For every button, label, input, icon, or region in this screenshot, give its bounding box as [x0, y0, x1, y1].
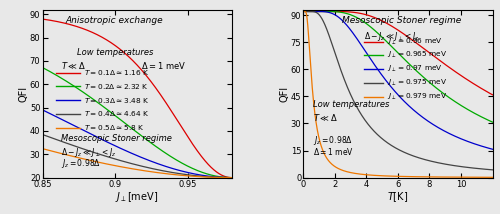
Text: $J_{\perp} = 0.96$ meV: $J_{\perp} = 0.96$ meV	[386, 36, 442, 47]
Text: $T \ll \Delta$: $T \ll \Delta$	[62, 60, 86, 71]
Text: $T \ll \Delta$: $T \ll \Delta$	[313, 112, 338, 123]
Text: Low temperatures: Low temperatures	[76, 48, 153, 57]
Text: $J_{\perp} = 0.965$ meV: $J_{\perp} = 0.965$ meV	[386, 50, 447, 60]
Text: $\Delta = 1$ meV: $\Delta = 1$ meV	[313, 146, 354, 157]
Text: Mesoscopic Stoner regime: Mesoscopic Stoner regime	[62, 134, 172, 143]
Y-axis label: QFI: QFI	[280, 86, 289, 102]
Text: $J_{\perp} = 0.975$ meV: $J_{\perp} = 0.975$ meV	[386, 78, 447, 88]
Text: Mesoscopic Stoner regime: Mesoscopic Stoner regime	[342, 16, 462, 25]
Y-axis label: QFI: QFI	[18, 86, 28, 102]
Text: $T = 0.5\Delta \simeq 5.8$ K: $T = 0.5\Delta \simeq 5.8$ K	[84, 123, 144, 132]
Text: $T = 0.2\Delta \simeq 2.32$ K: $T = 0.2\Delta \simeq 2.32$ K	[84, 82, 149, 91]
Text: $\Delta - J_z \ll J_{\perp} < J_z$: $\Delta - J_z \ll J_{\perp} < J_z$	[62, 146, 117, 159]
Text: $T = 0.1\Delta \simeq 1.16$ K: $T = 0.1\Delta \simeq 1.16$ K	[84, 68, 149, 77]
X-axis label: $J_{\perp}$[meV]: $J_{\perp}$[meV]	[116, 190, 158, 204]
Text: $J_{\perp} = 0.979$ meV: $J_{\perp} = 0.979$ meV	[386, 92, 447, 102]
Text: $J_z = 0.98\Delta$: $J_z = 0.98\Delta$	[313, 134, 353, 147]
X-axis label: $T$[K]: $T$[K]	[388, 190, 408, 204]
Text: $T = 0.3\Delta \simeq 3.48$ K: $T = 0.3\Delta \simeq 3.48$ K	[84, 96, 149, 105]
Text: $T = 0.4\Delta \simeq 4.64$ K: $T = 0.4\Delta \simeq 4.64$ K	[84, 109, 149, 119]
Text: $\Delta - J_z \ll J_{\perp} < J_z$: $\Delta - J_z \ll J_{\perp} < J_z$	[364, 30, 420, 43]
Text: Low temperatures: Low temperatures	[313, 100, 390, 109]
Text: $J_{\perp} = 0.97$ meV: $J_{\perp} = 0.97$ meV	[386, 64, 442, 74]
Text: Anisotropic exchange: Anisotropic exchange	[66, 16, 163, 25]
Text: $\Delta = 1$ meV: $\Delta = 1$ meV	[141, 60, 186, 71]
Text: $J_z = 0.98\Delta$: $J_z = 0.98\Delta$	[62, 158, 102, 171]
